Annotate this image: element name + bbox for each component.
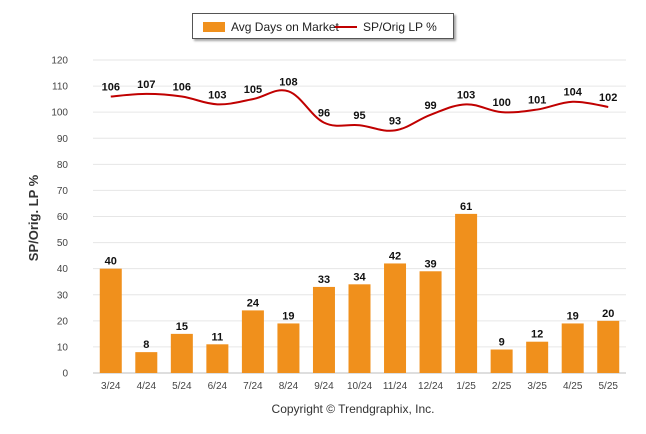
y-tick-label: 110: [52, 82, 68, 93]
bar: [206, 344, 229, 373]
bars: [99, 213, 620, 373]
bar: [419, 271, 442, 373]
bar-data-label: 24: [247, 297, 260, 309]
bar-data-labels: 40 8 15 11 24 19 33 34 42 39 61 9 12 19 20: [105, 201, 615, 351]
line-data-label: 104: [564, 87, 583, 99]
line-path: [110, 89, 609, 132]
y-tick-label: 100: [51, 108, 68, 119]
bar-data-label: 15: [176, 321, 188, 333]
y-tick-label: 40: [57, 264, 69, 275]
x-tick-label: 3/25: [527, 381, 547, 392]
bar-data-label: 9: [499, 337, 505, 349]
bar: [135, 352, 158, 373]
y-tick-label: 10: [57, 342, 69, 353]
x-tick-label: 5/24: [172, 381, 192, 392]
line-data-label: 96: [318, 108, 330, 120]
x-tick-label: 3/24: [101, 381, 121, 392]
y-tick-label: 60: [57, 212, 69, 223]
x-tick-label: 6/24: [208, 381, 228, 392]
bar: [455, 213, 478, 373]
y-axis-title: SP/Orig. LP %: [26, 174, 41, 261]
line-data-label: 101: [528, 95, 546, 107]
x-tick-label: 4/25: [563, 381, 583, 392]
y-tick-label: 90: [57, 134, 69, 145]
x-tick-label: 7/24: [243, 381, 263, 392]
line-data-label: 108: [279, 76, 297, 88]
bar: [277, 323, 300, 373]
line-data-label: 105: [244, 84, 262, 96]
bar-data-label: 12: [531, 329, 543, 341]
bar: [384, 263, 407, 373]
bar: [597, 320, 620, 373]
bar-data-label: 11: [212, 331, 224, 343]
y-tick-label: 20: [57, 316, 69, 327]
bar-data-label: 19: [567, 310, 579, 322]
legend-line-label: SP/Orig LP %: [363, 20, 437, 34]
bar-data-label: 42: [389, 250, 401, 262]
y-tick-label: 80: [57, 160, 69, 171]
legend: Avg Days on Market SP/Orig LP %: [192, 13, 454, 39]
bar-data-label: 40: [105, 256, 117, 268]
line-data-label: 106: [173, 82, 191, 94]
bar-data-label: 61: [460, 201, 472, 213]
bar-data-label: 34: [353, 271, 366, 283]
y-axis-ticks: 0 10 20 30 40 50 60 70 80 90 100 110 120: [51, 56, 68, 380]
bar: [241, 310, 264, 373]
line-data-label: 103: [208, 89, 226, 101]
x-tick-label: 2/25: [492, 381, 512, 392]
bar-data-label: 8: [143, 339, 149, 351]
bar: [170, 333, 193, 373]
copyright-text: Copyright © Trendgraphix, Inc.: [271, 402, 435, 416]
x-tick-label: 5/25: [598, 381, 618, 392]
x-tick-label: 8/24: [279, 381, 299, 392]
bar: [99, 268, 122, 373]
bar: [312, 286, 335, 373]
x-axis-ticks: 3/24 4/24 5/24 6/24 7/24 8/24 9/24 10/24 11/24 12…: [101, 381, 618, 392]
x-tick-label: 12/24: [418, 381, 443, 392]
bar-data-label: 39: [424, 258, 436, 270]
bar: [561, 323, 584, 373]
line-data-label: 102: [599, 92, 617, 104]
legend-line-swatch: [335, 26, 357, 28]
line-data-labels: 106 107 106 103 105 108 96 95 93 99 103 100 101 104 10…: [102, 76, 618, 127]
legend-bar-label: Avg Days on Market: [231, 20, 339, 34]
line-data-label: 99: [424, 100, 436, 112]
y-tick-label: 70: [57, 186, 69, 197]
bar-data-label: 20: [602, 308, 614, 320]
line-data-label: 93: [389, 115, 401, 127]
legend-bar-swatch: [203, 22, 225, 32]
y-tick-label: 120: [51, 56, 68, 67]
bar-data-label: 33: [318, 274, 330, 286]
x-tick-label: 10/24: [347, 381, 372, 392]
x-tick-label: 9/24: [314, 381, 334, 392]
x-tick-label: 4/24: [137, 381, 157, 392]
bar: [348, 284, 371, 373]
x-tick-label: 11/24: [383, 381, 408, 392]
y-tick-label: 30: [57, 290, 69, 301]
bar: [526, 341, 549, 373]
y-tick-label: 0: [62, 369, 68, 380]
x-tick-label: 1/25: [456, 381, 476, 392]
line-data-label: 100: [492, 97, 510, 109]
line-series: [110, 89, 609, 132]
bar: [490, 349, 513, 373]
line-data-label: 95: [353, 110, 365, 122]
line-data-label: 103: [457, 89, 475, 101]
y-tick-label: 50: [57, 238, 69, 249]
line-data-label: 106: [102, 82, 120, 94]
bar-data-label: 19: [282, 310, 294, 322]
line-data-label: 107: [137, 79, 155, 91]
